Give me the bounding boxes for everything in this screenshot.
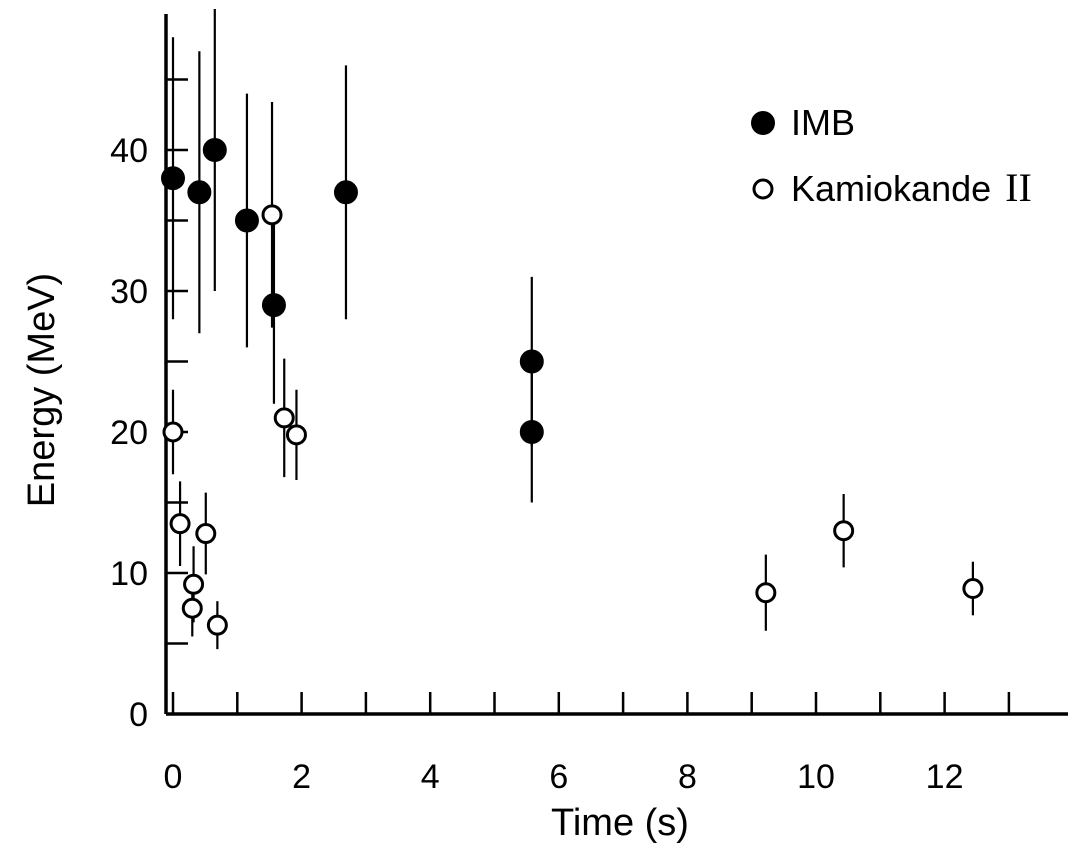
y-axis-title: Energy (MeV) [21, 273, 63, 507]
legend-imb-marker [751, 111, 775, 135]
imb-point [519, 349, 544, 374]
x-tick-label: 0 [164, 758, 183, 796]
legend-kam-marker [752, 178, 774, 200]
legend-imb-label: IMB [791, 102, 855, 143]
kamiokande-point [162, 421, 184, 443]
kamiokande-point [833, 520, 855, 542]
tick-labels: 0 2 4 6 8 10 12 0 10 20 30 40 [110, 132, 963, 796]
legend-kam-suffix: II [1005, 165, 1032, 210]
y-tick-label: 20 [110, 414, 148, 452]
imb-point [202, 138, 227, 162]
imb-point [234, 208, 259, 233]
x-tick-label: 6 [549, 758, 568, 796]
legend-kam-label: Kamiokande II [791, 165, 1032, 210]
imb-point [333, 180, 358, 205]
legend-kam-name: Kamiokande [791, 168, 991, 209]
y-tick-label: 30 [110, 273, 148, 311]
axes [164, 14, 1068, 716]
x-axis-title: Time (s) [551, 802, 689, 844]
kamiokande-point [755, 582, 777, 604]
kamiokande-point [261, 204, 283, 226]
kamiokande-point [206, 614, 228, 636]
x-tick-label: 2 [292, 758, 311, 796]
imb-point [519, 420, 544, 444]
x-tick-label: 12 [926, 758, 964, 796]
y-tick-label: 40 [110, 132, 148, 170]
legend: IMB Kamiokande II [751, 102, 1032, 210]
kamiokande-point [962, 578, 984, 600]
imb-point [161, 166, 185, 191]
y-tick-label: 0 [129, 696, 148, 734]
data-markers [161, 138, 984, 636]
kamiokande-point [273, 407, 295, 429]
imb-point [261, 293, 286, 318]
ticks [166, 78, 1011, 714]
x-tick-label: 8 [678, 758, 697, 796]
kamiokande-point [285, 424, 307, 446]
imb-point [187, 180, 212, 205]
y-tick-label: 10 [110, 555, 148, 593]
kamiokande-point [183, 573, 205, 595]
kamiokande-point [169, 513, 191, 535]
kamiokande-point [181, 597, 203, 619]
x-tick-label: 4 [421, 758, 440, 796]
kamiokande-point [195, 523, 217, 545]
x-tick-label: 10 [797, 758, 835, 796]
